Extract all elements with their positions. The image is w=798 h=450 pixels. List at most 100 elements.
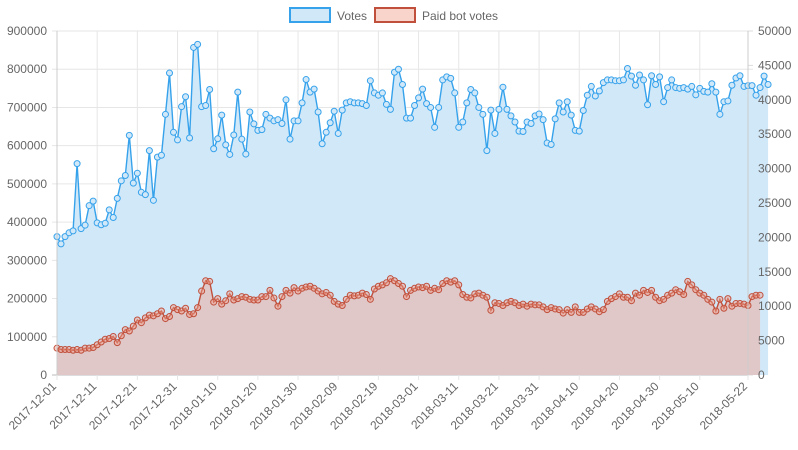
- votes-point: [455, 123, 463, 131]
- votes-point: [202, 102, 210, 110]
- votes-point: [748, 82, 756, 90]
- paid-bot-votes-point: [362, 291, 370, 298]
- votes-point: [294, 117, 302, 125]
- votes-point: [704, 88, 712, 96]
- votes-point: [579, 107, 587, 114]
- paid-bot-votes-point: [274, 302, 282, 310]
- paid-bot-votes-point: [338, 302, 346, 310]
- y-right-tick-label: 10000: [758, 299, 792, 313]
- paid-bot-votes-point: [190, 310, 198, 318]
- votes-point: [338, 106, 346, 114]
- votes-point: [640, 76, 648, 84]
- paid-bot-votes-point: [206, 277, 214, 285]
- votes-point: [736, 72, 744, 80]
- votes-point: [382, 100, 390, 108]
- votes-point: [583, 91, 591, 99]
- paid-bot-votes-point: [125, 327, 133, 335]
- votes-point: [499, 83, 507, 91]
- votes-point: [218, 111, 226, 119]
- votes-point: [539, 116, 547, 124]
- votes-point: [326, 119, 334, 127]
- votes-point: [668, 76, 676, 84]
- votes-point: [407, 114, 415, 122]
- votes-point: [194, 40, 202, 48]
- votes-point: [664, 84, 672, 92]
- votes-point: [57, 240, 65, 248]
- paid-bot-votes-line: [56, 277, 761, 351]
- votes-point: [652, 81, 660, 89]
- votes-point: [692, 91, 700, 99]
- votes-point: [399, 81, 406, 89]
- votes-point: [310, 85, 318, 93]
- votes-point: [475, 103, 483, 111]
- votes-point: [591, 92, 599, 100]
- legend-label-votes[interactable]: Votes: [337, 9, 367, 23]
- votes-point: [69, 227, 77, 235]
- votes-point: [242, 150, 250, 158]
- votes-point: [623, 64, 631, 72]
- votes-point: [411, 102, 419, 110]
- votes-point: [186, 134, 194, 142]
- paid-bot-votes-point: [648, 286, 656, 294]
- paid-bot-votes-point: [567, 308, 575, 316]
- votes-point: [286, 135, 294, 143]
- paid-bot-votes-point: [262, 293, 270, 301]
- y-right-tick-label: 20000: [758, 230, 792, 244]
- votes-point: [226, 150, 234, 158]
- votes-point: [378, 89, 386, 97]
- y-right-tick-label: 35000: [758, 127, 792, 141]
- y-left-tick-label: 200000: [7, 292, 47, 306]
- votes-point: [73, 160, 81, 168]
- legend-swatch-paid[interactable]: [374, 7, 416, 23]
- votes-point: [551, 115, 559, 123]
- paid-bot-votes-point: [326, 291, 334, 299]
- votes-point: [563, 98, 571, 106]
- votes-point: [479, 110, 487, 118]
- votes-point: [234, 88, 242, 96]
- paid-bot-votes-point: [214, 295, 222, 303]
- paid-bot-votes-point: [708, 298, 716, 306]
- paid-bot-votes-point: [182, 304, 190, 312]
- votes-point: [435, 103, 443, 111]
- votes-point: [121, 171, 129, 179]
- paid-bot-votes-point: [129, 322, 137, 330]
- paid-bot-votes-point: [266, 286, 274, 294]
- votes-point: [595, 87, 603, 95]
- legend-label-paid[interactable]: Paid bot votes: [422, 9, 498, 23]
- y-right-tick-label: 0: [758, 368, 765, 382]
- votes-point: [314, 108, 322, 116]
- y-right-tick-label: 45000: [758, 58, 792, 72]
- votes-point: [302, 76, 310, 84]
- votes-point: [507, 112, 515, 120]
- series-votes: [53, 40, 772, 375]
- votes-point: [708, 80, 716, 88]
- paid-bot-votes-point: [278, 293, 286, 301]
- paid-bot-votes-point: [688, 281, 696, 289]
- legend[interactable]: Votes Paid bot votes: [289, 7, 498, 23]
- votes-point: [627, 72, 635, 80]
- paid-bot-votes-point: [680, 291, 688, 298]
- votes-point: [278, 120, 286, 127]
- paid-bot-votes-point: [451, 277, 459, 285]
- votes-point: [636, 71, 644, 79]
- votes-point: [133, 169, 141, 177]
- votes-point: [724, 97, 732, 105]
- paid-bot-votes-point: [599, 306, 607, 314]
- y-left-tick-label: 100000: [7, 330, 47, 344]
- y-left-tick-label: 400000: [7, 215, 47, 229]
- votes-point: [547, 141, 555, 149]
- y-right-tick-label: 40000: [758, 93, 792, 107]
- paid-bot-votes-point: [117, 332, 125, 340]
- votes-point: [246, 108, 254, 116]
- votes-point: [495, 105, 503, 113]
- votes-point: [161, 110, 169, 118]
- votes-point: [178, 103, 186, 111]
- votes-point: [431, 123, 439, 131]
- paid-bot-votes-point: [382, 279, 390, 287]
- votes-point: [459, 118, 467, 126]
- votes-point: [712, 88, 720, 96]
- votes-point: [483, 147, 491, 155]
- votes-point: [362, 102, 370, 110]
- y-right-tick-label: 30000: [758, 162, 792, 176]
- legend-swatch-votes[interactable]: [289, 7, 331, 23]
